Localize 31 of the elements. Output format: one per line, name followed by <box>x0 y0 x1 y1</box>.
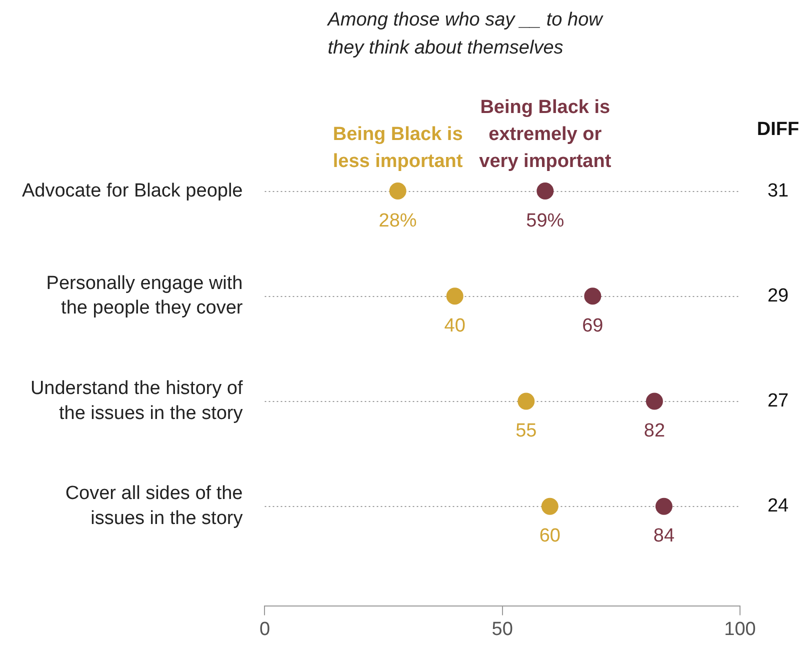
text: 29 <box>767 285 789 306</box>
y-tick-label: Understand the history of the issues in the story <box>30 378 244 424</box>
point <box>655 498 672 515</box>
chart-title: Among those who say __ to how they think about themselves <box>326 9 604 58</box>
text: DIFF <box>756 119 800 140</box>
data-label: 28% <box>378 210 417 232</box>
point <box>446 288 464 305</box>
y-tick-label: Advocate for Black people <box>22 180 243 202</box>
y-tick-label: Personally engage with the people they cover <box>46 273 244 319</box>
data-label: 60 <box>539 526 560 547</box>
point <box>646 392 663 410</box>
x-tick-label: 0 <box>259 618 270 640</box>
text: 24 <box>767 496 789 517</box>
data-label: 55 <box>516 420 537 442</box>
x-tick-label: 50 <box>492 618 513 640</box>
data-label: 69 <box>582 315 604 336</box>
point <box>536 182 554 200</box>
x-tick-label: 100 <box>724 618 756 640</box>
point <box>541 498 558 515</box>
text: 27 <box>767 390 789 412</box>
series-label: Being Black is less important <box>332 124 464 172</box>
point <box>584 288 602 305</box>
point <box>389 182 406 200</box>
text: 31 <box>767 180 789 202</box>
data-label: 59% <box>526 210 564 232</box>
point <box>518 392 535 410</box>
data-label: 84 <box>653 526 675 547</box>
text: Being Black is extremely or very important <box>479 97 612 172</box>
y-tick-label: Cover all sides of the issues in the story <box>65 483 244 529</box>
data-label: 82 <box>644 420 666 442</box>
data-label: 40 <box>444 315 466 336</box>
